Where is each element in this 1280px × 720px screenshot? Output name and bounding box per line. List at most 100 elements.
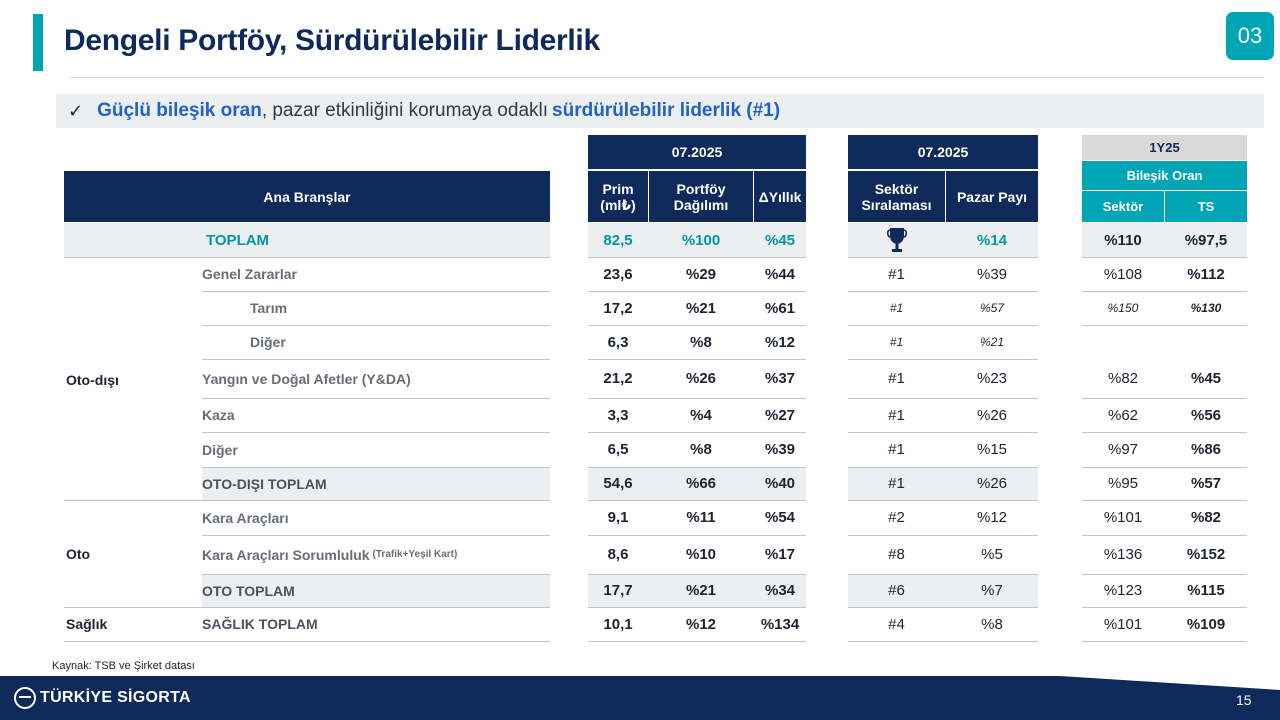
row-divider <box>202 432 550 433</box>
combined-ratio-header: Bileşik Oran <box>1082 161 1247 190</box>
row-divider <box>202 291 550 292</box>
row-divider <box>848 467 1038 468</box>
row-divider <box>1082 398 1247 399</box>
total-row-bg-prim <box>588 223 806 257</box>
cell-prim: 17,7 <box>603 582 633 599</box>
cell-prim: 23,6 <box>603 265 633 283</box>
section-badge: 03 <box>1226 12 1274 60</box>
cell-sira: #1 <box>888 370 905 387</box>
cell-prim: 17,2 <box>603 299 633 317</box>
cell-prim: 6,5 <box>607 441 629 458</box>
total-pazar: %14 <box>976 231 1008 249</box>
cell-yillik: %17 <box>764 546 796 563</box>
cell-ts <box>1165 325 1247 359</box>
row-divider <box>848 291 1038 292</box>
cell-pazar: %5 <box>981 546 1003 563</box>
cell-sira: #8 <box>888 546 905 563</box>
col-header-ts: TS <box>1165 191 1247 222</box>
cell-pazar: %23 <box>976 370 1008 387</box>
subtotal-bg-oto-prim <box>588 574 806 607</box>
col-header-sektor-sira: Sektör Sıralaması <box>848 171 945 222</box>
total-label: TOPLAM <box>206 231 270 249</box>
cell-portfoy: %8 <box>690 441 712 458</box>
row-label: Kaza <box>202 407 235 423</box>
row-label: OTO-DIŞI TOPLAM <box>202 475 327 492</box>
row-divider <box>202 398 550 399</box>
cell-sektor: %150 <box>1107 301 1139 315</box>
cell-prim: 54,6 <box>603 475 633 492</box>
cell-pazar: %21 <box>979 335 1005 349</box>
category-saglik: Sağlık <box>66 616 108 632</box>
cell-ts: %82 <box>1190 509 1222 526</box>
row-divider <box>1082 257 1247 258</box>
cell-prim: 3,3 <box>607 406 629 424</box>
cell-pazar: %26 <box>976 475 1008 492</box>
period-header-mid: 07.2025 <box>848 135 1038 169</box>
cell-portfoy: %11 <box>686 509 716 526</box>
cell-ts: %56 <box>1190 406 1222 424</box>
row-divider <box>588 574 806 575</box>
cell-portfoy: %29 <box>685 265 717 283</box>
cell-yillik: %134 <box>760 615 800 633</box>
cell-sira: #2 <box>888 509 905 526</box>
cell-sektor <box>1082 325 1164 359</box>
cell-ts: %130 <box>1190 301 1222 315</box>
row-divider <box>848 641 1038 642</box>
row-divider <box>848 325 1038 326</box>
cell-sira: #1 <box>889 335 904 349</box>
total-row-bg-left <box>64 223 550 257</box>
row-divider <box>202 325 550 326</box>
period-header-right: 1Y25 <box>1082 135 1247 160</box>
cell-prim: 6,3 <box>607 333 629 351</box>
cell-portfoy: %10 <box>685 546 717 563</box>
cell-ts: %86 <box>1190 441 1222 458</box>
page-title: Dengeli Portföy, Sürdürülebilir Liderlik <box>64 24 600 57</box>
row-divider <box>588 535 806 536</box>
subtotal-bg-oto-sektor <box>848 574 1038 607</box>
row-divider <box>1082 467 1247 468</box>
cell-yillik: %54 <box>764 509 796 526</box>
cell-ts: %45 <box>1190 370 1222 387</box>
category-otodisi: Oto-dışı <box>66 372 119 388</box>
key-message-part1: Güçlü bileşik oran <box>97 100 262 121</box>
total-row-bg-ratio <box>1082 223 1247 257</box>
total-sektor-ratio: %110 <box>1104 231 1142 249</box>
total-row-bg-sektor <box>848 223 1038 257</box>
cell-sira: #4 <box>888 615 905 633</box>
row-divider <box>588 467 806 468</box>
cell-yillik: %44 <box>764 265 796 283</box>
cell-ts: %109 <box>1186 615 1226 633</box>
cell-ts: %152 <box>1186 546 1226 563</box>
col-header-prim: Prim (ml₺) <box>588 171 648 222</box>
row-divider <box>588 359 806 360</box>
row-divider <box>848 432 1038 433</box>
cell-sektor: %62 <box>1107 406 1139 424</box>
key-message-part2: , pazar etkinliğini korumaya odaklı <box>261 100 549 121</box>
cell-portfoy: %66 <box>685 475 717 492</box>
cell-ts: %115 <box>1187 582 1225 599</box>
row-divider <box>1082 641 1247 642</box>
cell-prim: 10,1 <box>603 615 633 633</box>
cell-pazar: %39 <box>976 265 1008 283</box>
row-divider <box>202 535 550 536</box>
row-divider <box>202 574 550 575</box>
cell-prim: 9,1 <box>607 509 629 526</box>
row-divider <box>848 359 1038 360</box>
logo-mark-icon <box>14 687 36 709</box>
key-message-banner: ✓ Güçlü bileşik oran , pazar etkinliğini… <box>56 94 1264 128</box>
row-label: OTO TOPLAM <box>202 582 295 599</box>
row-divider <box>848 574 1038 575</box>
total-prim: 82,5 <box>603 231 633 249</box>
cell-pazar: %57 <box>979 301 1005 315</box>
row-divider <box>848 535 1038 536</box>
cell-pazar: %8 <box>981 615 1003 633</box>
cell-sektor: %108 <box>1103 265 1143 283</box>
row-divider <box>588 257 806 258</box>
source-note: Kaynak: TSB ve Şirket datası <box>52 660 195 672</box>
row-label: SAĞLIK TOPLAM <box>202 616 318 632</box>
row-divider <box>588 432 806 433</box>
row-divider <box>1082 607 1247 608</box>
row-divider <box>588 500 806 501</box>
brand-logo: TÜRKİYE SİGORTA <box>14 687 191 709</box>
